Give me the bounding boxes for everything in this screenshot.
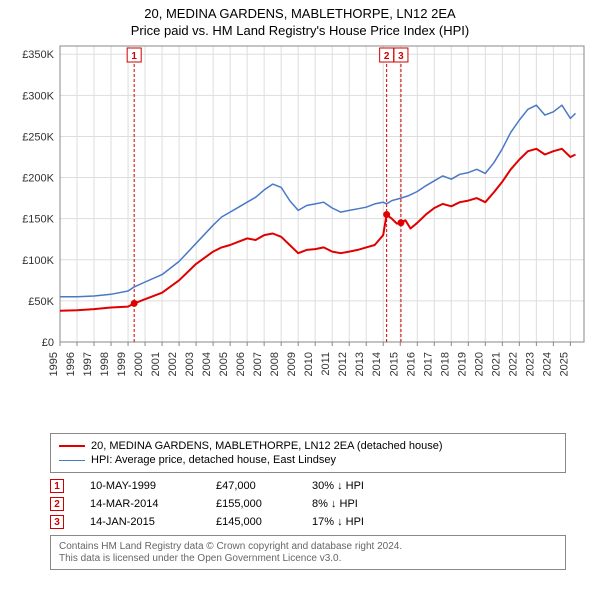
svg-text:£50K: £50K [28,296,54,308]
transaction-marker: 2 [50,497,64,511]
svg-text:2009: 2009 [286,352,298,376]
svg-text:£0: £0 [42,337,54,349]
svg-text:2012: 2012 [337,352,349,376]
svg-text:2015: 2015 [388,352,400,376]
svg-text:2001: 2001 [150,352,162,376]
svg-text:1996: 1996 [65,352,77,376]
footer-line-1: Contains HM Land Registry data © Crown c… [59,541,557,552]
footer-line-2: This data is licensed under the Open Gov… [59,553,557,564]
svg-text:2022: 2022 [507,352,519,376]
legend-label: 20, MEDINA GARDENS, MABLETHORPE, LN12 2E… [91,440,443,452]
svg-text:1997: 1997 [82,352,94,376]
svg-text:2011: 2011 [320,352,332,376]
svg-text:2014: 2014 [371,352,383,376]
transaction-price: £47,000 [216,480,286,492]
transaction-price: £155,000 [216,498,286,510]
svg-text:2003: 2003 [184,352,196,376]
table-row: 1 10-MAY-1999 £47,000 30% ↓ HPI [50,479,566,493]
svg-text:2019: 2019 [456,352,468,376]
svg-text:2017: 2017 [422,352,434,376]
footer-box: Contains HM Land Registry data © Crown c… [50,535,566,570]
legend-row: 20, MEDINA GARDENS, MABLETHORPE, LN12 2E… [59,440,557,452]
svg-text:2020: 2020 [473,352,485,376]
legend-swatch-hpi [59,460,85,461]
svg-text:2008: 2008 [269,352,281,376]
svg-text:2016: 2016 [405,352,417,376]
title-line-2: Price paid vs. HM Land Registry's House … [4,23,596,38]
svg-text:£200K: £200K [22,173,54,185]
transaction-price: £145,000 [216,516,286,528]
chart-title-block: 20, MEDINA GARDENS, MABLETHORPE, LN12 2E… [4,6,596,38]
svg-text:2004: 2004 [201,352,213,376]
svg-text:2005: 2005 [218,352,230,376]
chart-area: £0 £50K £100K £150K £200K £250K £300K £350K 1995… [10,40,590,425]
svg-text:£250K: £250K [22,131,54,143]
svg-text:2002: 2002 [167,352,179,376]
svg-text:1998: 1998 [99,352,111,376]
svg-text:£150K: £150K [22,214,54,226]
svg-text:1995: 1995 [48,352,60,376]
svg-text:£100K: £100K [22,255,54,267]
transaction-hpi: 30% ↓ HPI [312,480,402,492]
svg-text:2021: 2021 [490,352,502,376]
svg-text:2: 2 [384,51,390,62]
table-row: 3 14-JAN-2015 £145,000 17% ↓ HPI [50,515,566,529]
transaction-hpi: 17% ↓ HPI [312,516,402,528]
svg-text:1: 1 [131,51,137,62]
transaction-date: 10-MAY-1999 [90,480,190,492]
transaction-table: 1 10-MAY-1999 £47,000 30% ↓ HPI 2 14-MAR… [50,479,566,529]
svg-text:2023: 2023 [524,352,536,376]
table-row: 2 14-MAR-2014 £155,000 8% ↓ HPI [50,497,566,511]
legend-box: 20, MEDINA GARDENS, MABLETHORPE, LN12 2E… [50,433,566,473]
svg-text:£350K: £350K [22,49,54,61]
transaction-marker: 1 [50,479,64,493]
svg-text:3: 3 [398,51,404,62]
transaction-marker: 3 [50,515,64,529]
svg-text:2007: 2007 [252,352,264,376]
chart-svg: £0 £50K £100K £150K £200K £250K £300K £350K 1995… [10,40,590,425]
svg-text:2000: 2000 [133,352,145,376]
svg-text:2006: 2006 [235,352,247,376]
legend-swatch-property [59,445,85,447]
legend-label: HPI: Average price, detached house, East… [91,454,336,466]
svg-text:2024: 2024 [541,352,553,376]
svg-text:2018: 2018 [439,352,451,376]
svg-text:2025: 2025 [558,352,570,376]
svg-text:2013: 2013 [354,352,366,376]
title-line-1: 20, MEDINA GARDENS, MABLETHORPE, LN12 2E… [4,6,596,21]
transaction-date: 14-JAN-2015 [90,516,190,528]
legend-row: HPI: Average price, detached house, East… [59,454,557,466]
svg-text:£300K: £300K [22,90,54,102]
svg-text:2010: 2010 [303,352,315,376]
svg-text:1999: 1999 [116,352,128,376]
transaction-hpi: 8% ↓ HPI [312,498,402,510]
transaction-date: 14-MAR-2014 [90,498,190,510]
